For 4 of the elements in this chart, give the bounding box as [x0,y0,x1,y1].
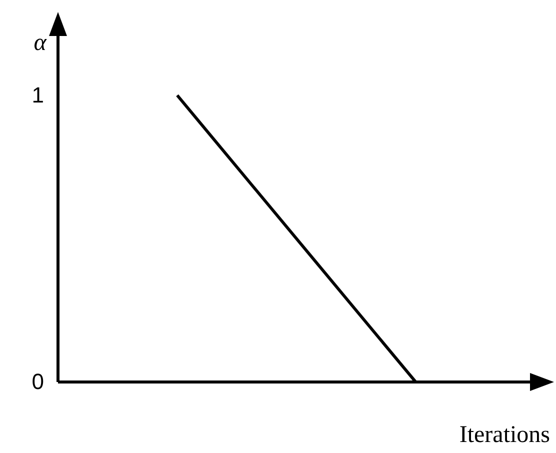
x-axis-title: Iterations [459,422,550,448]
y-tick-label: 1 [32,82,44,108]
y-tick-label: 0 [32,369,44,394]
y-axis-title: α [34,30,47,56]
